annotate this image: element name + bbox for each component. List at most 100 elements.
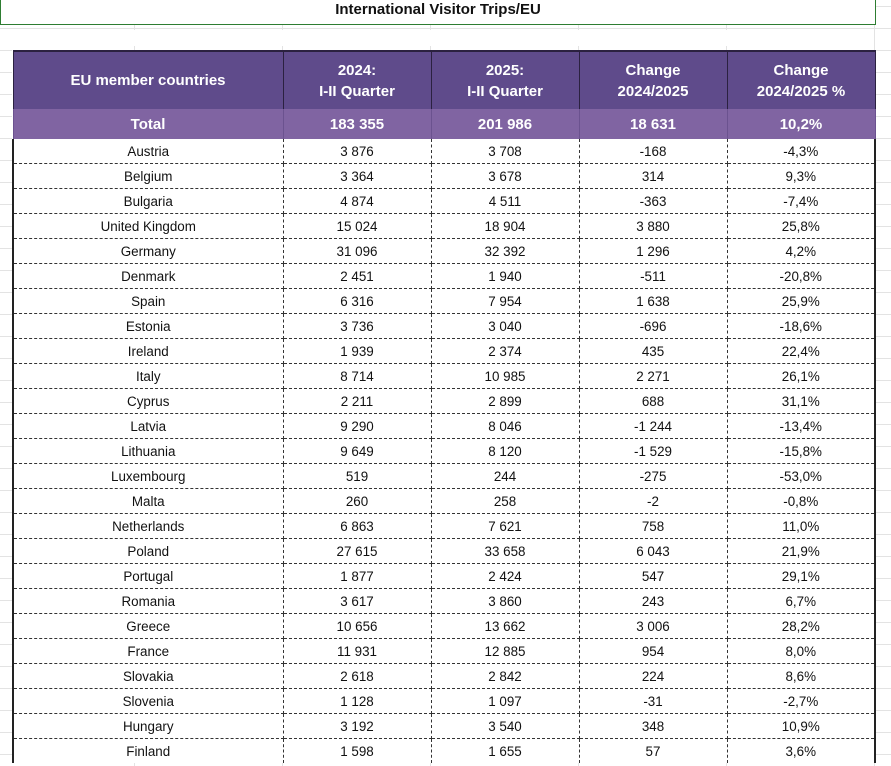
change-percent-cell[interactable]: -20,8%	[726, 263, 876, 289]
change-cell[interactable]: 6 043	[578, 538, 728, 564]
value-2025-cell[interactable]: 8 120	[430, 438, 580, 464]
value-2025-cell[interactable]: 3 540	[430, 713, 580, 739]
change-cell[interactable]: 758	[578, 513, 728, 539]
country-cell[interactable]: Slovenia	[12, 688, 284, 714]
country-cell[interactable]: Romania	[12, 588, 284, 614]
value-2025-cell[interactable]: 1 940	[430, 263, 580, 289]
header-2025[interactable]: 2025: I-II Quarter	[430, 50, 580, 109]
total-change-percent-cell[interactable]: 10,2%	[726, 109, 876, 139]
change-cell[interactable]: 243	[578, 588, 728, 614]
total-2025-cell[interactable]: 201 986	[430, 109, 580, 139]
country-cell[interactable]: Bulgaria	[12, 188, 284, 214]
value-2025-cell[interactable]: 2 899	[430, 388, 580, 414]
value-2024-cell[interactable]: 3 736	[282, 313, 432, 339]
change-cell[interactable]: 954	[578, 638, 728, 664]
change-percent-cell[interactable]: -0,8%	[726, 488, 876, 514]
change-cell[interactable]: 688	[578, 388, 728, 414]
value-2024-cell[interactable]: 3 876	[282, 139, 432, 164]
value-2025-cell[interactable]: 33 658	[430, 538, 580, 564]
value-2025-cell[interactable]: 3 678	[430, 163, 580, 189]
value-2025-cell[interactable]: 7 954	[430, 288, 580, 314]
header-change[interactable]: Change 2024/2025	[578, 50, 728, 109]
value-2025-cell[interactable]: 3 708	[430, 139, 580, 164]
country-cell[interactable]: Austria	[12, 139, 284, 164]
value-2025-cell[interactable]: 2 424	[430, 563, 580, 589]
value-2024-cell[interactable]: 1 598	[282, 738, 432, 763]
change-cell[interactable]: -31	[578, 688, 728, 714]
value-2024-cell[interactable]: 1 128	[282, 688, 432, 714]
change-percent-cell[interactable]: 9,3%	[726, 163, 876, 189]
change-cell[interactable]: 435	[578, 338, 728, 364]
value-2025-cell[interactable]: 2 842	[430, 663, 580, 689]
change-cell[interactable]: 57	[578, 738, 728, 763]
value-2024-cell[interactable]: 1 877	[282, 563, 432, 589]
value-2024-cell[interactable]: 2 451	[282, 263, 432, 289]
change-cell[interactable]: 1 296	[578, 238, 728, 264]
value-2024-cell[interactable]: 9 290	[282, 413, 432, 439]
country-cell[interactable]: Latvia	[12, 413, 284, 439]
change-percent-cell[interactable]: 8,0%	[726, 638, 876, 664]
change-percent-cell[interactable]: 22,4%	[726, 338, 876, 364]
change-cell[interactable]: 348	[578, 713, 728, 739]
change-cell[interactable]: 314	[578, 163, 728, 189]
change-cell[interactable]: -1 529	[578, 438, 728, 464]
country-cell[interactable]: Lithuania	[12, 438, 284, 464]
country-cell[interactable]: United Kingdom	[12, 213, 284, 239]
country-cell[interactable]: Slovakia	[12, 663, 284, 689]
change-percent-cell[interactable]: 10,9%	[726, 713, 876, 739]
value-2024-cell[interactable]: 4 874	[282, 188, 432, 214]
change-percent-cell[interactable]: -4,3%	[726, 139, 876, 164]
value-2024-cell[interactable]: 2 618	[282, 663, 432, 689]
change-cell[interactable]: -696	[578, 313, 728, 339]
value-2024-cell[interactable]: 31 096	[282, 238, 432, 264]
country-cell[interactable]: Cyprus	[12, 388, 284, 414]
value-2024-cell[interactable]: 8 714	[282, 363, 432, 389]
change-cell[interactable]: 1 638	[578, 288, 728, 314]
header-2024[interactable]: 2024: I-II Quarter	[282, 50, 432, 109]
change-percent-cell[interactable]: 25,9%	[726, 288, 876, 314]
change-percent-cell[interactable]: -53,0%	[726, 463, 876, 489]
value-2025-cell[interactable]: 244	[430, 463, 580, 489]
country-cell[interactable]: Netherlands	[12, 513, 284, 539]
value-2025-cell[interactable]: 1 655	[430, 738, 580, 763]
change-percent-cell[interactable]: -13,4%	[726, 413, 876, 439]
change-cell[interactable]: -2	[578, 488, 728, 514]
change-cell[interactable]: -511	[578, 263, 728, 289]
country-cell[interactable]: Luxembourg	[12, 463, 284, 489]
value-2024-cell[interactable]: 3 192	[282, 713, 432, 739]
value-2024-cell[interactable]: 6 863	[282, 513, 432, 539]
change-percent-cell[interactable]: -7,4%	[726, 188, 876, 214]
country-cell[interactable]: Spain	[12, 288, 284, 314]
country-cell[interactable]: Malta	[12, 488, 284, 514]
value-2024-cell[interactable]: 9 649	[282, 438, 432, 464]
sheet-title-cell[interactable]: International Visitor Trips/EU	[0, 0, 876, 25]
value-2025-cell[interactable]: 258	[430, 488, 580, 514]
country-cell[interactable]: Denmark	[12, 263, 284, 289]
value-2024-cell[interactable]: 6 316	[282, 288, 432, 314]
change-cell[interactable]: -168	[578, 139, 728, 164]
value-2025-cell[interactable]: 3 040	[430, 313, 580, 339]
country-cell[interactable]: Germany	[12, 238, 284, 264]
total-change-cell[interactable]: 18 631	[578, 109, 728, 139]
value-2024-cell[interactable]: 260	[282, 488, 432, 514]
total-label-cell[interactable]: Total	[12, 109, 284, 139]
change-percent-cell[interactable]: -2,7%	[726, 688, 876, 714]
change-cell[interactable]: 3 006	[578, 613, 728, 639]
value-2024-cell[interactable]: 27 615	[282, 538, 432, 564]
header-change-percent[interactable]: Change 2024/2025 %	[726, 50, 876, 109]
country-cell[interactable]: Estonia	[12, 313, 284, 339]
value-2025-cell[interactable]: 7 621	[430, 513, 580, 539]
value-2025-cell[interactable]: 18 904	[430, 213, 580, 239]
value-2024-cell[interactable]: 15 024	[282, 213, 432, 239]
total-2024-cell[interactable]: 183 355	[282, 109, 432, 139]
change-percent-cell[interactable]: 25,8%	[726, 213, 876, 239]
value-2025-cell[interactable]: 10 985	[430, 363, 580, 389]
value-2024-cell[interactable]: 3 617	[282, 588, 432, 614]
change-percent-cell[interactable]: -15,8%	[726, 438, 876, 464]
value-2025-cell[interactable]: 3 860	[430, 588, 580, 614]
change-cell[interactable]: 224	[578, 663, 728, 689]
value-2024-cell[interactable]: 10 656	[282, 613, 432, 639]
change-percent-cell[interactable]: 6,7%	[726, 588, 876, 614]
country-cell[interactable]: Greece	[12, 613, 284, 639]
change-percent-cell[interactable]: 4,2%	[726, 238, 876, 264]
